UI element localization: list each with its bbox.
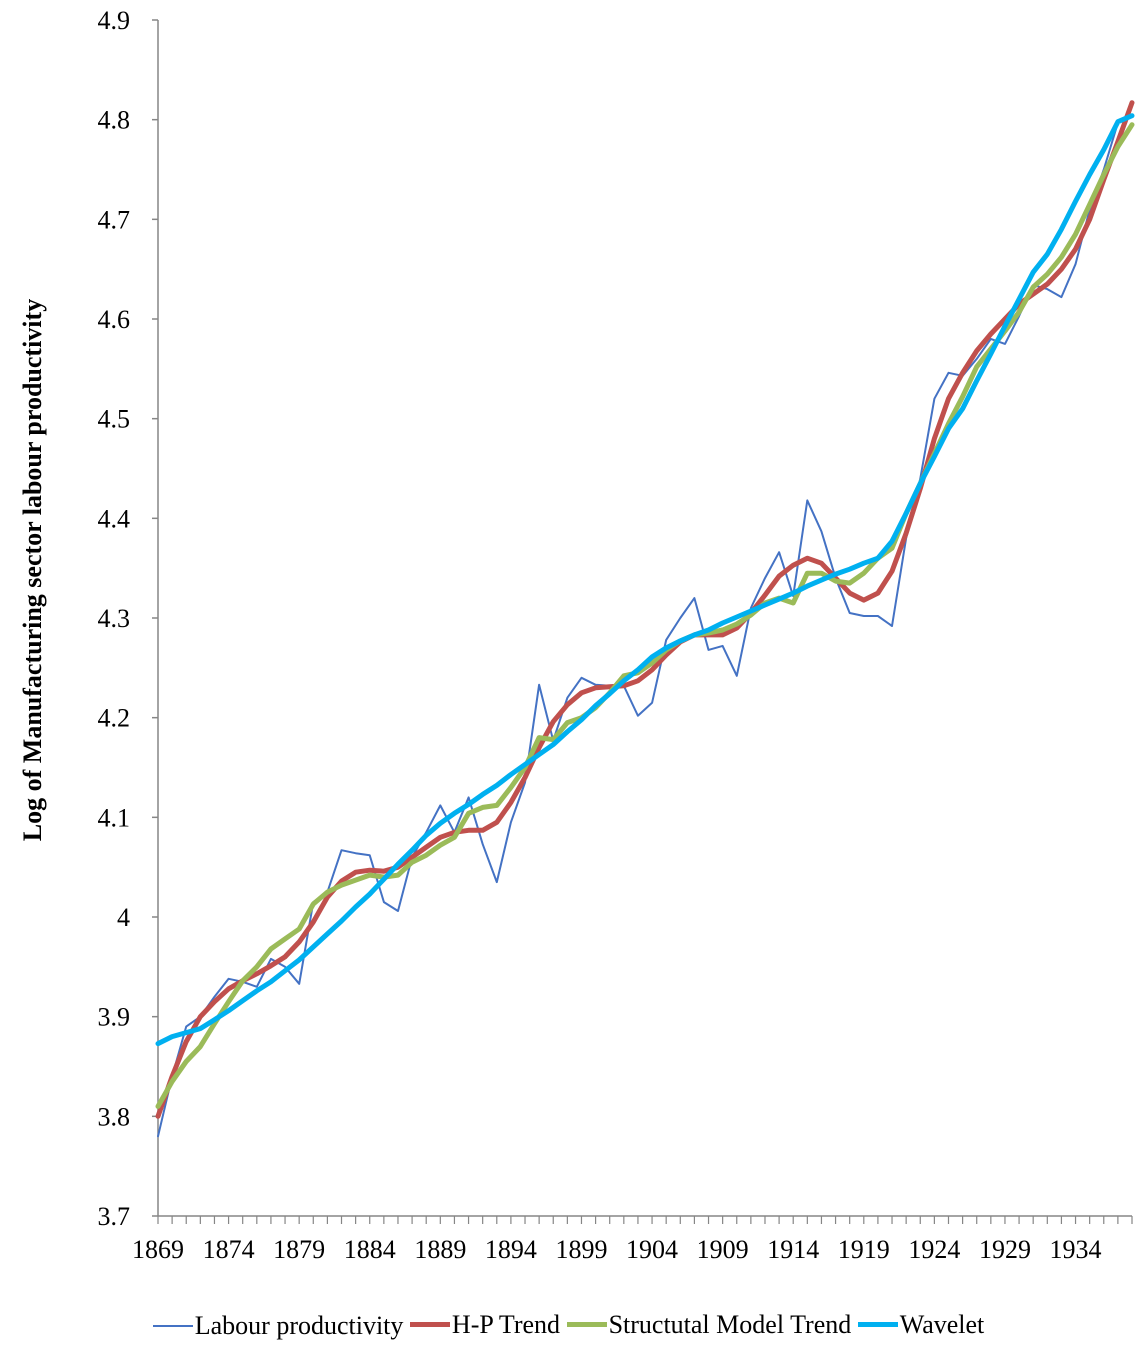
y-tick-label: 4: [117, 903, 130, 932]
x-tick-label: 1889: [414, 1235, 466, 1264]
legend-label: Structutal Model Trend: [608, 1309, 852, 1339]
x-tick-label: 1904: [626, 1235, 678, 1264]
y-tick-label: 4.5: [98, 405, 131, 434]
x-tick-label: 1884: [344, 1235, 396, 1264]
series-line-labour-productivity: [157, 113, 1133, 1138]
legend-item: Wavelet: [857, 1309, 985, 1340]
y-axis-title: Log of Manufacturing sector labour produ…: [18, 299, 47, 841]
series-line-h-p-trend: [155, 100, 1135, 1119]
x-tick-label: 1899: [555, 1235, 607, 1264]
legend-swatch: [152, 1325, 193, 1327]
legend-label: Labour productivity: [194, 1311, 404, 1340]
legend-item: H-P Trend: [409, 1309, 561, 1340]
x-tick-label: 1934: [1050, 1235, 1102, 1264]
y-axis: 3.7 3.8 3.9 4 4.1 4.2 4.3 4.4 4.5 4.6 4.7 4.8 4.9: [98, 6, 159, 1231]
y-tick-label: 4.2: [98, 704, 131, 733]
x-tick-label: 1924: [908, 1235, 960, 1264]
y-tick-label: 3.8: [98, 1102, 131, 1131]
x-tick-label: 1909: [697, 1235, 749, 1264]
legend-swatch: [857, 1322, 898, 1327]
legend-label: Wavelet: [899, 1309, 985, 1339]
series-line-structutal-model-trend: [155, 122, 1135, 1109]
y-tick-label: 4.1: [98, 803, 131, 832]
legend-label: H-P Trend: [451, 1309, 561, 1339]
x-axis: 1869 1874 1879 1884 1889 1894 1899 1904 1909 1914…: [132, 1215, 1133, 1264]
y-tick-label: 3.7: [98, 1202, 131, 1231]
legend-item: Labour productivity: [152, 1311, 404, 1341]
y-tick-label: 4.3: [98, 604, 131, 633]
legend: Labour productivity H-P Trend Structutal…: [0, 1304, 1137, 1341]
y-tick-label: 4.9: [98, 6, 131, 35]
x-tick-label: 1879: [273, 1235, 325, 1264]
x-tick-label: 1894: [485, 1235, 537, 1264]
x-tick-label: 1929: [979, 1235, 1031, 1264]
series-line-wavelet: [155, 113, 1135, 1047]
x-tick-label: 1914: [767, 1235, 819, 1264]
x-tick-label: 1919: [838, 1235, 890, 1264]
y-tick-label: 4.8: [98, 106, 131, 135]
line-chart: Log of Manufacturing sector labour produ…: [18, 6, 1135, 1264]
y-tick-label: 3.9: [98, 1003, 131, 1032]
legend-item: Structutal Model Trend: [566, 1309, 852, 1340]
legend-swatch: [409, 1322, 450, 1327]
y-tick-label: 4.4: [98, 504, 131, 533]
x-tick-label: 1869: [132, 1235, 184, 1264]
legend-swatch: [566, 1322, 607, 1327]
x-tick-label: 1874: [203, 1235, 255, 1264]
plot-area: [155, 100, 1135, 1138]
y-tick-label: 4.7: [98, 205, 131, 234]
y-tick-label: 4.6: [98, 305, 131, 334]
